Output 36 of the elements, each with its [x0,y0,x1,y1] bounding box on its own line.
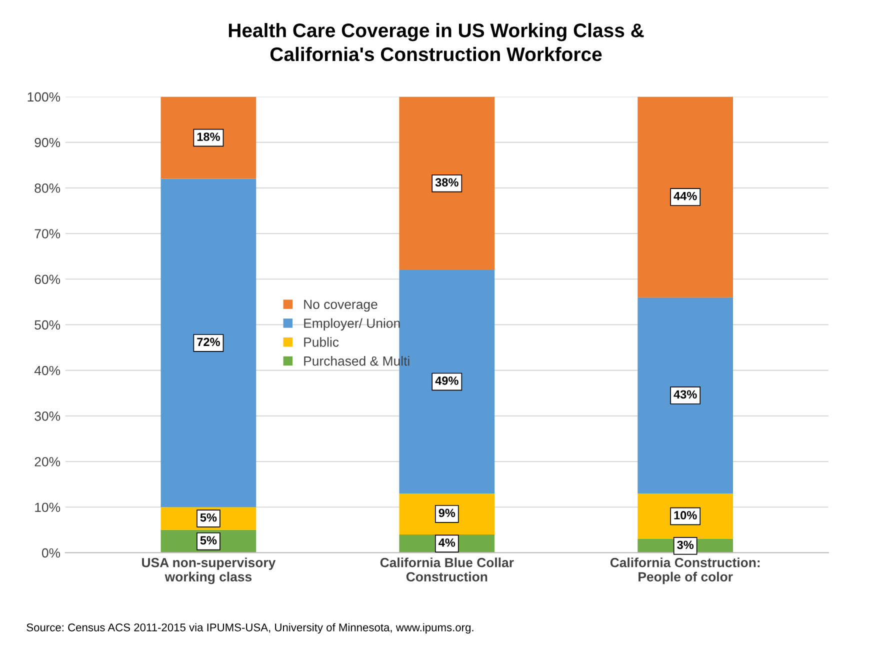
data-label: 3% [677,540,694,550]
bar [399,493,495,534]
legend-label: Public [304,337,339,347]
bar [638,297,734,494]
y-tick-label: 50% [34,320,60,330]
data-label: 5% [200,536,217,544]
data-label: 43% [674,390,697,399]
x-tick-label: USA non-supervisory working class [142,558,276,584]
y-tick-label: 20% [34,457,60,466]
x-tick-label: California Construction: People of color [610,558,760,584]
y-tick-label: 10% [35,502,60,512]
data-label: 72% [197,338,220,346]
y-tick-label: 30% [34,411,60,421]
x-tick-label: California Blue Collar Construction [380,558,514,582]
data-label: 9% [438,508,456,518]
data-label: 49% [435,376,458,385]
chart-title: Health Care Coverage in US Working Class & California's Construction Workforce [228,23,644,62]
legend-label: No coverage [304,300,378,312]
data-label: 4% [438,538,456,547]
y-tick-label: 0% [42,548,60,558]
y-tick-label: 80% [34,183,60,193]
bar [160,178,256,508]
data-label: 38% [435,178,458,187]
bar [399,96,495,270]
bar [160,96,256,179]
data-label: 5% [200,513,217,522]
bar [638,96,734,298]
data-label: 44% [674,192,697,200]
y-tick-label: 40% [34,366,60,376]
y-tick-label: 100% [28,92,60,102]
y-tick-label: 60% [34,274,60,284]
y-tick-label: 70% [34,229,60,238]
y-tick-label: 90% [34,138,60,148]
data-label: 10% [674,511,697,520]
source-note: Source: Census ACS 2011-2015 via IPUMS-USA, University of Minnesota, www.ipums.org. [26,623,474,634]
data-label: 18% [197,132,220,141]
